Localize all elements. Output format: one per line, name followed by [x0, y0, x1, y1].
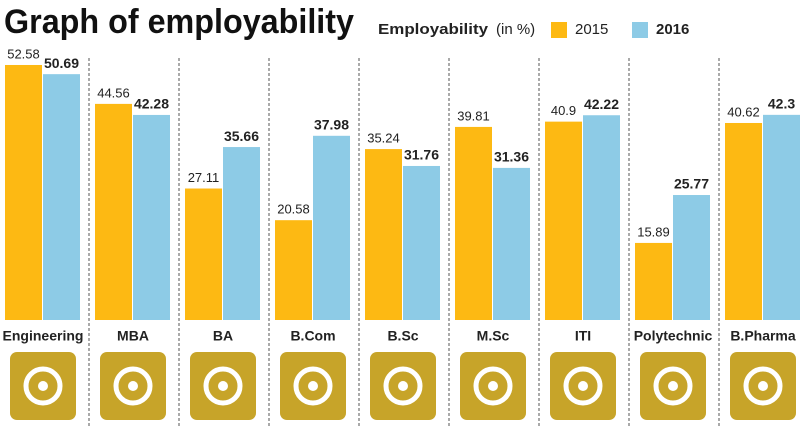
value-label: 31.36: [494, 149, 529, 165]
bar: [313, 135, 350, 320]
value-label: 42.28: [134, 96, 169, 112]
value-label: 20.58: [277, 202, 310, 217]
icon: [218, 381, 228, 391]
bar: [455, 126, 492, 320]
legend-label: 2015: [575, 21, 608, 38]
value-label: 42.22: [584, 96, 619, 112]
icon: [653, 366, 693, 406]
legend-swatch: [632, 22, 648, 38]
x-tick-label: B.Pharma: [730, 328, 796, 344]
value-label: 15.89: [637, 224, 670, 239]
value-label: 37.98: [314, 117, 349, 133]
bar: [635, 242, 672, 320]
value-label: 50.69: [44, 55, 79, 71]
icon: [743, 366, 783, 406]
icon: [38, 381, 48, 391]
bar: [223, 147, 260, 320]
icon: [128, 381, 138, 391]
icon: [23, 366, 63, 406]
x-tick-label: MBA: [117, 328, 149, 344]
bar: [133, 114, 170, 320]
value-label: 52.58: [7, 46, 40, 61]
legend-label: 2016: [656, 21, 689, 38]
chart-title: Graph of employability: [4, 3, 354, 41]
legend-swatch: [551, 22, 567, 38]
icon: [203, 366, 243, 406]
icon: [668, 381, 678, 391]
bar: [545, 121, 582, 320]
bar: [43, 74, 80, 320]
bar: [403, 165, 440, 320]
value-label: 39.81: [457, 108, 490, 123]
icon: [308, 381, 318, 391]
x-tick-label: M.Sc: [477, 328, 510, 344]
value-label: 31.76: [404, 147, 439, 163]
value-label: 44.56: [97, 85, 130, 100]
bar: [763, 114, 800, 320]
x-tick-label: BA: [213, 328, 233, 344]
bar: [5, 64, 42, 320]
value-label: 35.24: [367, 131, 400, 146]
legend-unit: (in %): [496, 21, 535, 38]
value-label: 40.62: [727, 104, 760, 119]
icon: [113, 366, 153, 406]
value-label: 27.11: [188, 170, 220, 185]
x-tick-label: B.Com: [290, 328, 335, 344]
icon: [488, 381, 498, 391]
icon: [578, 381, 588, 391]
icon: [383, 366, 423, 406]
icon: [758, 381, 768, 391]
bar: [493, 167, 530, 320]
value-label: 40.9: [551, 103, 576, 118]
icon: [473, 366, 513, 406]
x-tick-label: Engineering: [3, 328, 84, 344]
value-label: 35.66: [224, 128, 259, 144]
bar: [95, 103, 132, 320]
icon: [398, 381, 408, 391]
bar: [583, 115, 620, 320]
bar: [185, 188, 222, 320]
bar: [673, 195, 710, 320]
value-label: 42.3: [768, 96, 795, 112]
x-tick-label: Polytechnic: [634, 328, 713, 344]
icon: [293, 366, 333, 406]
icon: [563, 366, 603, 406]
legend-title: Employability: [378, 21, 489, 38]
bar: [725, 122, 762, 320]
x-tick-label: B.Sc: [387, 328, 418, 344]
value-label: 25.77: [674, 176, 709, 192]
x-tick-label: ITI: [575, 328, 591, 344]
bar: [365, 149, 402, 320]
bar: [275, 220, 312, 320]
